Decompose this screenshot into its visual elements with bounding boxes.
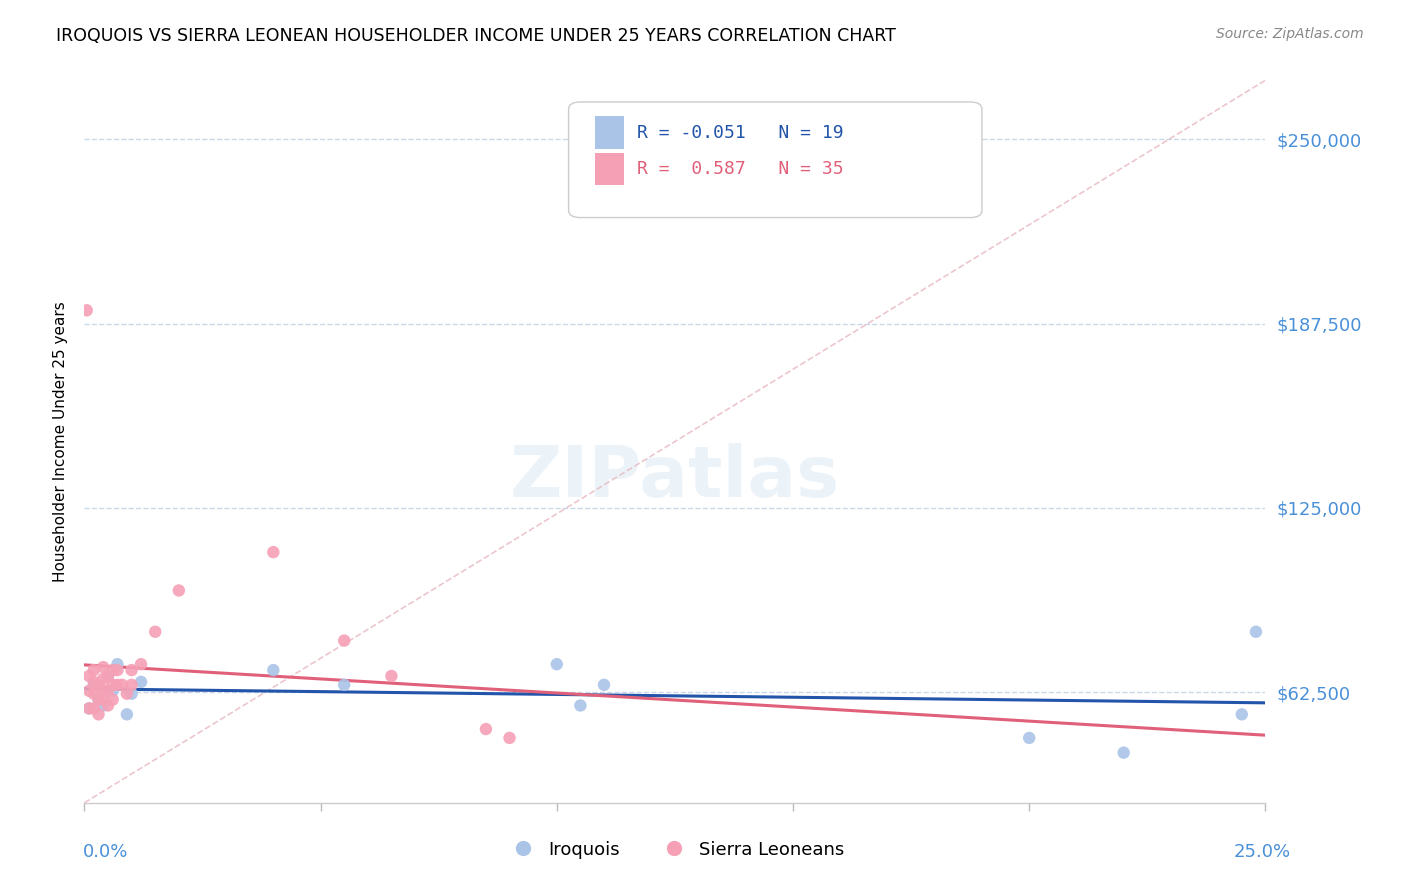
Point <box>380 669 402 683</box>
Point <box>569 698 592 713</box>
Point <box>97 698 120 713</box>
Point <box>593 678 616 692</box>
Point <box>83 678 105 692</box>
Point <box>91 692 114 706</box>
Point <box>97 683 120 698</box>
Point <box>107 678 129 692</box>
FancyBboxPatch shape <box>568 102 981 218</box>
Text: 0.0%: 0.0% <box>83 843 128 861</box>
Point <box>91 660 114 674</box>
Point <box>101 678 124 692</box>
Point <box>333 678 356 692</box>
Point <box>111 678 134 692</box>
Point <box>77 683 100 698</box>
Point <box>83 701 105 715</box>
Legend: Iroquois, Sierra Leoneans: Iroquois, Sierra Leoneans <box>498 834 852 866</box>
Point <box>101 692 124 706</box>
Point <box>87 678 110 692</box>
Point <box>107 657 129 672</box>
Point <box>87 692 110 706</box>
Point <box>87 707 110 722</box>
Text: 25.0%: 25.0% <box>1234 843 1291 861</box>
Point <box>1018 731 1040 745</box>
Point <box>262 663 284 677</box>
Point <box>101 683 124 698</box>
Point <box>143 624 166 639</box>
Text: R = -0.051   N = 19: R = -0.051 N = 19 <box>637 124 844 142</box>
Point <box>1230 707 1253 722</box>
Text: R =  0.587   N = 35: R = 0.587 N = 35 <box>637 161 844 178</box>
Point <box>262 545 284 559</box>
Point <box>77 701 100 715</box>
Point <box>129 674 152 689</box>
Point <box>76 303 98 318</box>
Point <box>87 692 110 706</box>
Point <box>333 633 356 648</box>
Text: Source: ZipAtlas.com: Source: ZipAtlas.com <box>1216 27 1364 41</box>
Point <box>91 698 114 713</box>
Point <box>83 663 105 677</box>
Point <box>115 707 138 722</box>
Point <box>97 669 120 683</box>
Point <box>115 687 138 701</box>
Point <box>83 687 105 701</box>
Point <box>498 731 520 745</box>
Point <box>121 663 143 677</box>
Point <box>101 663 124 677</box>
Point <box>97 669 120 683</box>
Text: IROQUOIS VS SIERRA LEONEAN HOUSEHOLDER INCOME UNDER 25 YEARS CORRELATION CHART: IROQUOIS VS SIERRA LEONEAN HOUSEHOLDER I… <box>56 27 896 45</box>
Point <box>121 678 143 692</box>
Point <box>83 674 105 689</box>
Point <box>77 701 100 715</box>
Text: ZIPatlas: ZIPatlas <box>510 443 839 512</box>
Y-axis label: Householder Income Under 25 years: Householder Income Under 25 years <box>53 301 69 582</box>
Point <box>546 657 568 672</box>
Point <box>129 657 152 672</box>
Point <box>167 583 190 598</box>
Point <box>1112 746 1135 760</box>
FancyBboxPatch shape <box>595 117 624 149</box>
Point <box>1244 624 1267 639</box>
Point <box>475 722 498 736</box>
Point <box>107 663 129 677</box>
FancyBboxPatch shape <box>595 153 624 185</box>
Point <box>121 687 143 701</box>
Point <box>91 683 114 698</box>
Point <box>77 669 100 683</box>
Point <box>91 672 114 686</box>
